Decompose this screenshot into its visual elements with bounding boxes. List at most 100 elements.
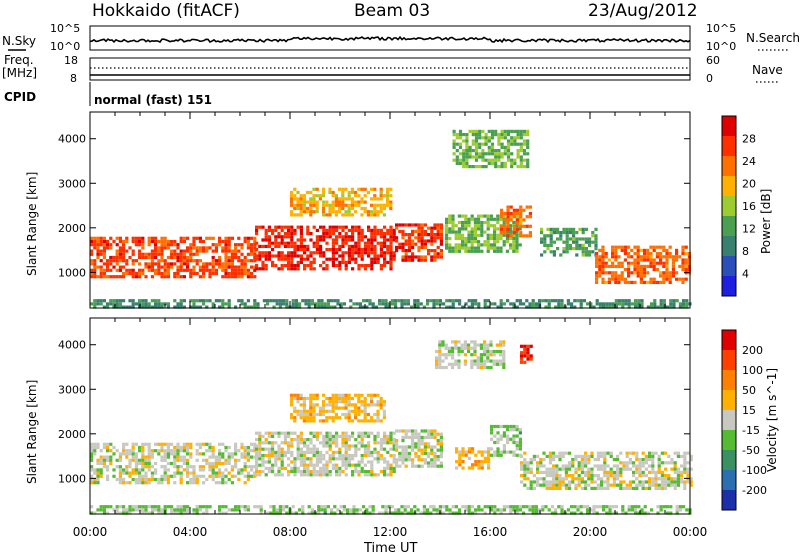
power-cell	[502, 220, 506, 225]
nsky-tick-bottom: 10^0	[50, 40, 80, 53]
velocity-cell	[492, 349, 496, 354]
power-cell	[473, 236, 477, 241]
power-cell	[277, 244, 281, 248]
velocity-cell	[347, 457, 351, 461]
power-cell	[455, 149, 459, 153]
power-cell	[306, 190, 310, 195]
power-cell	[591, 240, 595, 244]
power-cell	[423, 258, 427, 262]
velocity-cell	[344, 473, 348, 477]
velocity-cell	[584, 464, 588, 468]
power-cell	[414, 236, 418, 240]
power-cell	[315, 241, 319, 245]
velocity-cell	[386, 463, 390, 467]
power-cell	[565, 240, 569, 244]
velocity-cell	[536, 464, 540, 468]
velocity-cell	[656, 511, 660, 515]
velocity-cell	[195, 505, 199, 509]
power-cell	[267, 244, 271, 248]
power-cell	[614, 258, 618, 262]
power-cell	[160, 259, 164, 263]
velocity-cell	[334, 403, 338, 407]
nsearch-tick-bottom: 10^0	[706, 40, 736, 53]
power-cell	[224, 239, 228, 244]
velocity-cell	[315, 460, 319, 464]
velocity-cell	[290, 412, 294, 417]
velocity-cell	[360, 457, 364, 461]
power-cell	[154, 262, 158, 266]
power-cell	[312, 241, 316, 245]
power-cell	[486, 246, 490, 250]
nsky-panel-frame	[89, 25, 691, 51]
power-cell	[601, 271, 605, 275]
power-cell	[611, 261, 615, 265]
power-cell	[435, 299, 439, 303]
power-cell	[522, 129, 527, 133]
velocity-cell	[641, 480, 645, 484]
velocity-cell	[651, 483, 655, 487]
velocity-cell	[643, 511, 647, 515]
power-cell	[227, 255, 231, 260]
power-cell	[417, 255, 421, 259]
velocity-cell	[651, 451, 655, 455]
power-cell	[363, 267, 367, 271]
velocity-cell	[253, 465, 257, 469]
velocity-cell	[499, 340, 503, 344]
velocity-cell	[568, 474, 572, 478]
velocity-cell	[363, 406, 367, 410]
power-cell	[496, 227, 500, 231]
velocity-cell	[427, 432, 431, 436]
velocity-cell	[357, 400, 361, 404]
power-cell	[330, 305, 334, 309]
velocity-cell	[436, 464, 440, 468]
velocity-cell	[309, 463, 313, 467]
velocity-cell	[460, 343, 464, 347]
velocity-cell	[423, 429, 427, 433]
velocity-cell	[283, 454, 287, 458]
velocity-cell	[390, 511, 394, 515]
power-cell	[173, 271, 177, 276]
power-cell	[509, 230, 513, 234]
velocity-cell	[376, 419, 380, 423]
velocity-cell	[371, 508, 375, 512]
velocity-cell	[457, 349, 461, 354]
velocity-cell	[315, 396, 319, 401]
velocity-colorbar-swatch	[722, 430, 736, 450]
velocity-cell	[392, 441, 396, 445]
velocity-cell	[654, 470, 658, 474]
velocity-cell	[379, 444, 383, 448]
power-cell	[462, 133, 466, 137]
power-cell	[565, 234, 569, 238]
velocity-cell	[214, 455, 218, 459]
power-cell	[636, 261, 640, 265]
power-cell	[106, 239, 110, 244]
velocity-cell	[122, 505, 126, 509]
velocity-cell	[128, 481, 132, 485]
power-cell	[195, 236, 199, 240]
power-cell	[370, 238, 374, 242]
velocity-cell	[420, 429, 424, 433]
velocity-cell	[344, 403, 348, 407]
power-cell	[552, 250, 556, 254]
velocity-cell	[669, 511, 673, 515]
power-cell	[227, 305, 231, 309]
power-cell	[636, 245, 640, 249]
velocity-cell	[267, 460, 271, 464]
velocity-cell	[96, 508, 100, 512]
power-cell	[496, 240, 500, 244]
velocity-cell	[144, 511, 148, 515]
power-cell	[383, 232, 387, 236]
power-cell	[457, 243, 461, 247]
power-cell	[420, 223, 424, 227]
power-cell	[141, 268, 145, 272]
velocity-cell	[255, 470, 259, 474]
power-cell	[267, 238, 271, 242]
velocity-cell	[240, 452, 244, 456]
velocity-cell	[302, 406, 306, 410]
velocity-cell	[363, 450, 367, 454]
power-cell	[671, 255, 675, 259]
power-cell	[448, 220, 452, 225]
power-cell	[684, 245, 688, 249]
power-cell	[240, 259, 244, 263]
velocity-cell	[218, 481, 222, 485]
